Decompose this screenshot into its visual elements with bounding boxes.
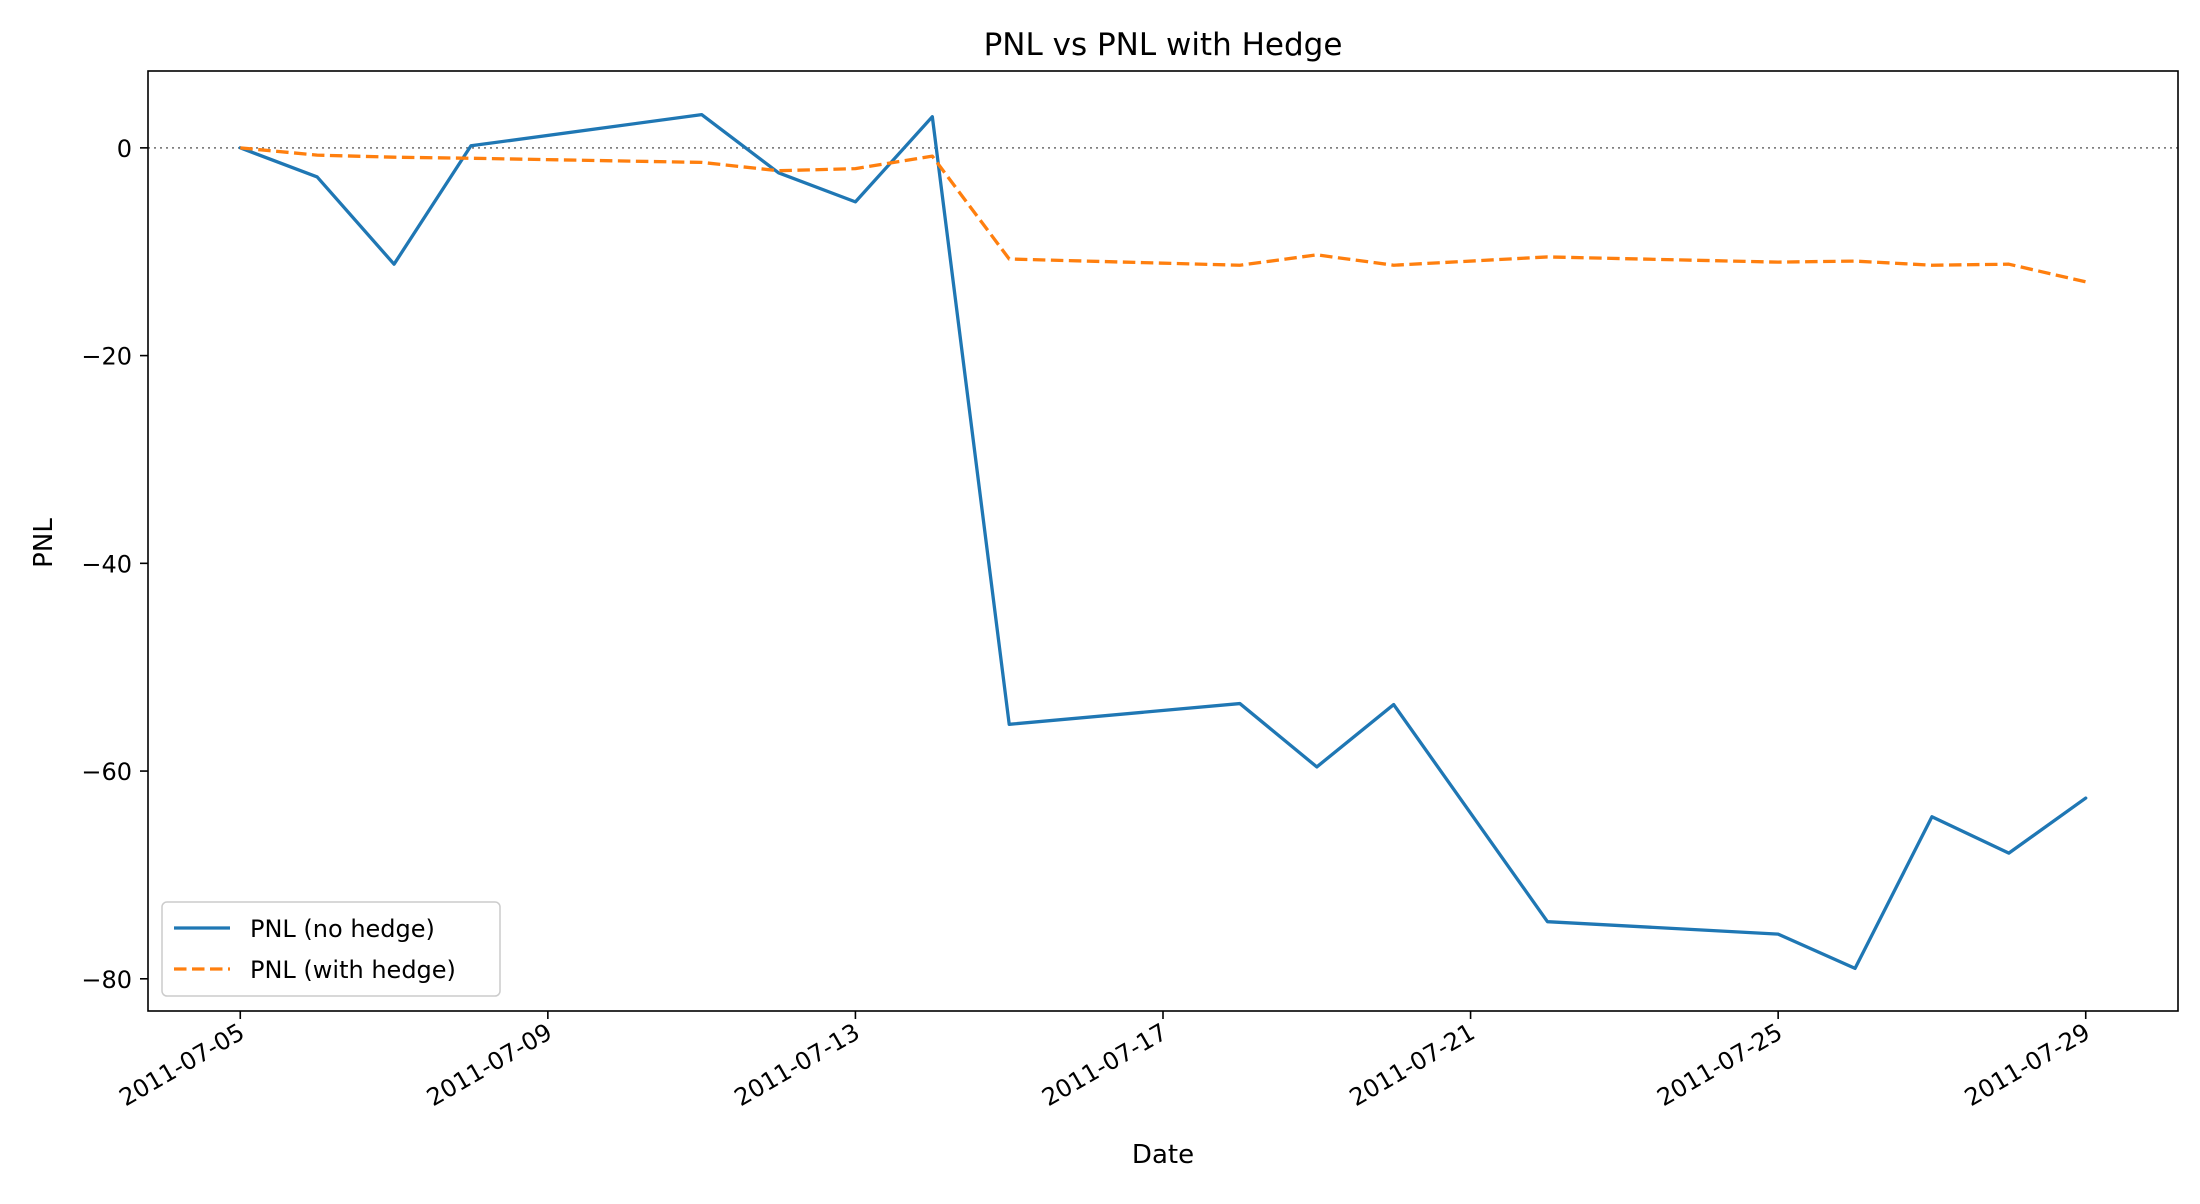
y-tick-label: −80	[81, 966, 132, 994]
y-tick-label: −60	[81, 758, 132, 786]
y-tick-label: 0	[117, 135, 132, 163]
legend-label-no-hedge: PNL (no hedge)	[250, 915, 435, 943]
legend: PNL (no hedge) PNL (with hedge)	[161, 901, 501, 997]
legend-box	[161, 901, 501, 997]
series-line-no-hedge	[238, 112, 2088, 971]
y-tick-label: −40	[81, 550, 132, 578]
series-line-with-hedge	[240, 146, 2087, 284]
x-axis-label: Date	[1132, 1140, 1194, 1170]
chart-title: PNL vs PNL with Hedge	[984, 27, 1343, 63]
legend-label-with-hedge: PNL (with hedge)	[250, 956, 456, 984]
y-tick-label: −20	[81, 343, 132, 371]
y-axis-label: PNL	[29, 518, 59, 568]
